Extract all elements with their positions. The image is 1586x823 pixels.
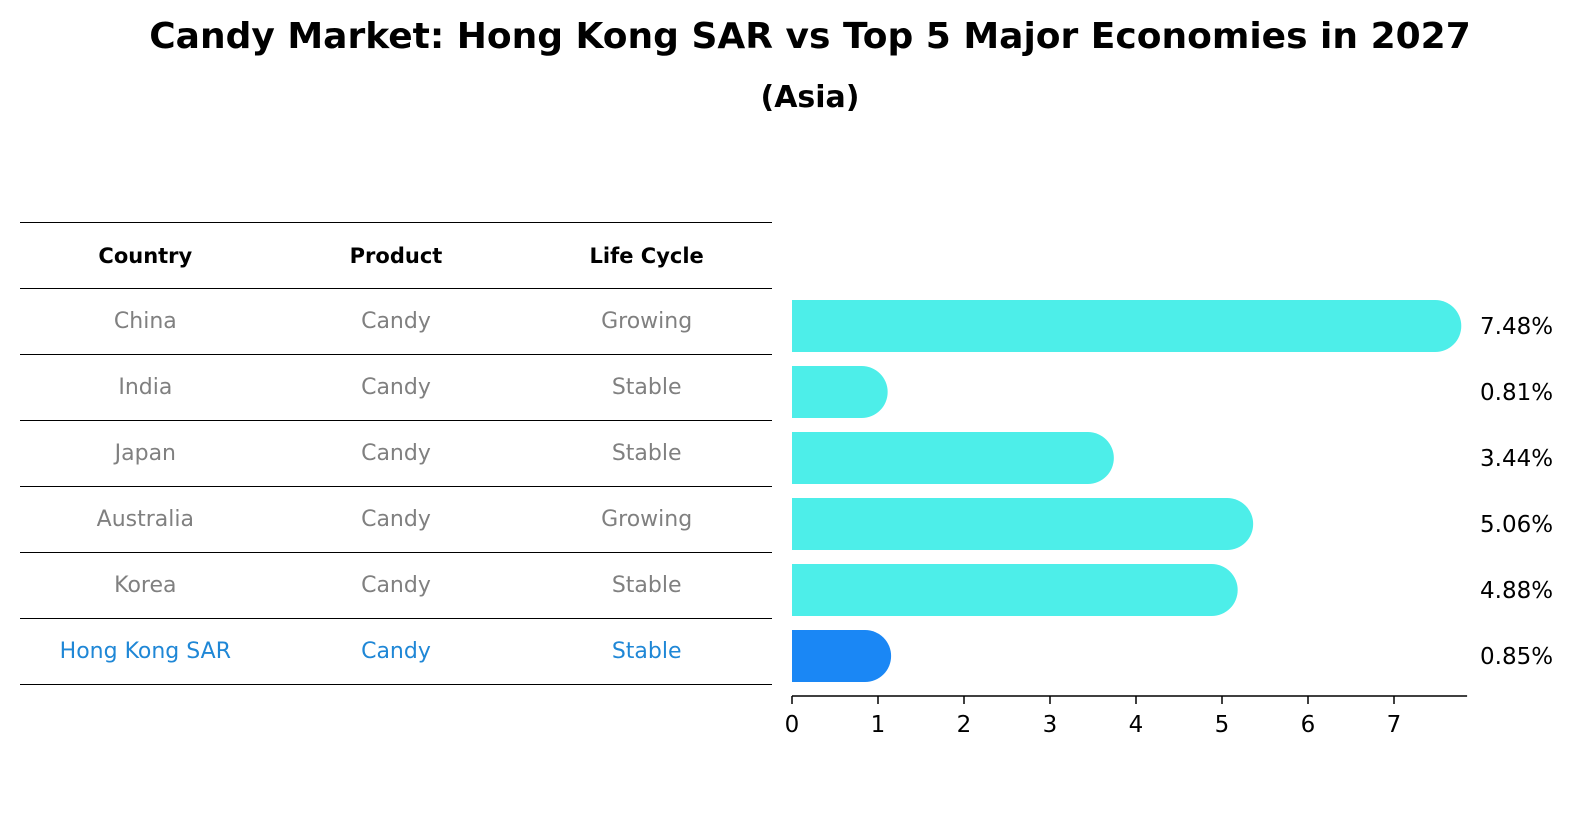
cell-country: Japan — [20, 420, 271, 487]
value-labels-group: 7.48% 0.81% 3.44% 5.06% 4.88% 0.85% — [1480, 314, 1553, 670]
x-tick-label: 0 — [785, 712, 800, 738]
cell-product: Candy — [270, 354, 522, 421]
value-label: 4.88% — [1480, 578, 1553, 604]
value-label: 3.44% — [1480, 446, 1553, 472]
cell-life-cycle: Growing — [521, 288, 772, 355]
value-label: 0.81% — [1480, 380, 1553, 406]
cell-product: Candy — [270, 288, 522, 355]
table-header-row: Country Product Life Cycle — [20, 222, 772, 289]
table-row: China Candy Growing — [20, 288, 772, 355]
table-row: Korea Candy Stable — [20, 552, 772, 619]
cell-country: China — [20, 288, 271, 355]
x-tick-label: 1 — [871, 712, 886, 738]
cell-country: Korea — [20, 552, 271, 619]
table-row: Japan Candy Stable — [20, 420, 772, 487]
cell-life-cycle: Stable — [521, 420, 772, 487]
cell-life-cycle: Growing — [521, 486, 772, 553]
cell-life-cycle: Stable — [521, 618, 772, 685]
cell-country: India — [20, 354, 271, 421]
cell-country: Australia — [20, 486, 271, 553]
table-row-highlighted: Hong Kong SAR Candy Stable — [20, 618, 772, 685]
header-life-cycle: Life Cycle — [521, 222, 772, 289]
x-tick-label: 4 — [1129, 712, 1144, 738]
value-label: 0.85% — [1480, 644, 1553, 670]
cell-product: Candy — [270, 552, 522, 619]
value-label: 7.48% — [1480, 314, 1553, 340]
data-table: Country Product Life Cycle China Candy G… — [20, 222, 772, 685]
bars-group — [792, 300, 1462, 682]
header-product: Product — [270, 222, 522, 289]
table-row: India Candy Stable — [20, 354, 772, 421]
bar — [792, 564, 1238, 616]
header-country: Country — [20, 222, 271, 289]
cell-product: Candy — [270, 420, 522, 487]
x-tick-label: 2 — [957, 712, 972, 738]
x-tick-label: 3 — [1043, 712, 1058, 738]
chart-title: Candy Market: Hong Kong SAR vs Top 5 Maj… — [149, 16, 1471, 57]
x-tick-label: 6 — [1301, 712, 1316, 738]
bar — [792, 366, 888, 418]
value-label: 5.06% — [1480, 512, 1553, 538]
x-tick-label: 5 — [1215, 712, 1230, 738]
cell-life-cycle: Stable — [521, 552, 772, 619]
x-tick-label: 7 — [1387, 712, 1402, 738]
cell-product: Candy — [270, 618, 522, 685]
bar — [792, 300, 1462, 352]
cell-country: Hong Kong SAR — [20, 618, 271, 685]
bar — [792, 498, 1254, 550]
x-axis: 0 1 2 3 4 5 6 7 — [785, 695, 1468, 738]
table-row: Australia Candy Growing — [20, 486, 772, 553]
bar — [792, 432, 1114, 484]
chart-subtitle: (Asia) — [760, 80, 860, 115]
cell-product: Candy — [270, 486, 522, 553]
bar-highlighted — [792, 630, 892, 682]
